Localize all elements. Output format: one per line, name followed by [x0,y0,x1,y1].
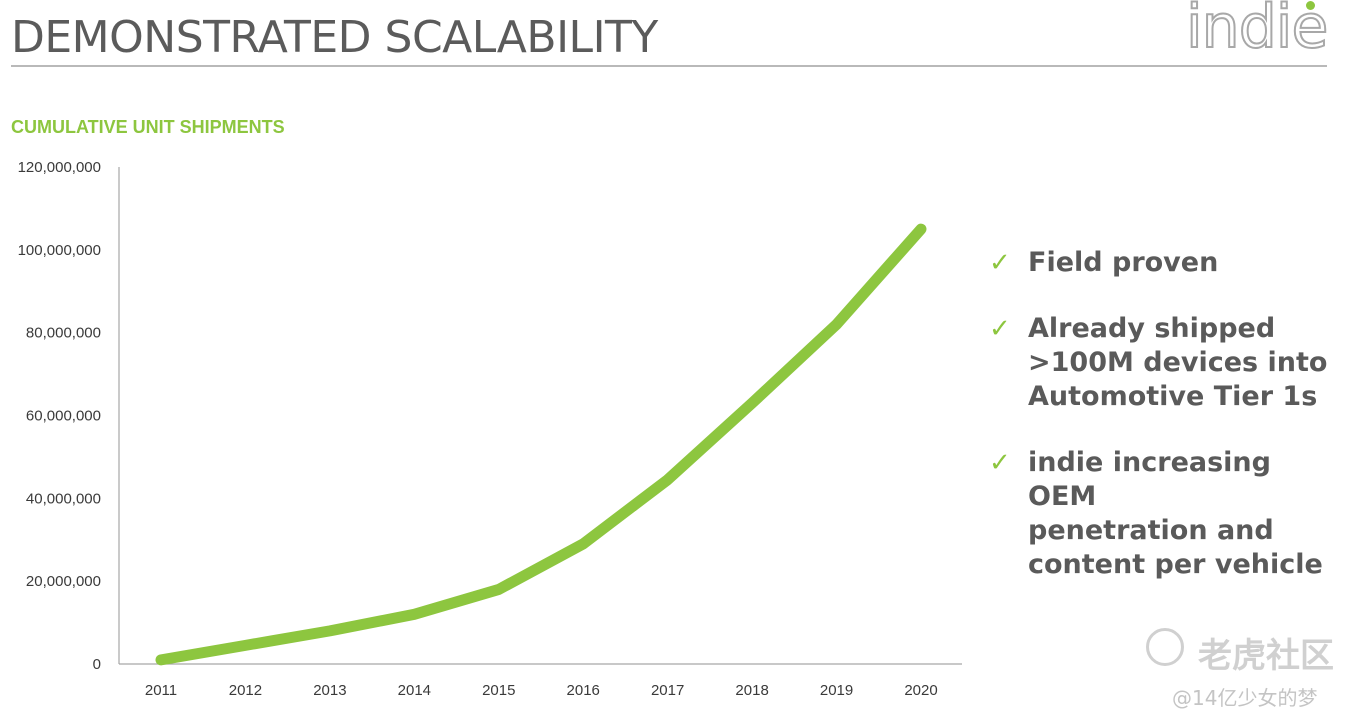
bullet-item: ✓ Already shipped >100M devices into Automo… [988,312,1348,414]
page-title: DEMONSTRATED SCALABILITY [11,12,658,63]
shipments-line-chart: 0 20,000,000 40,000,000 60,000,000 80,000,00… [18,159,962,699]
check-icon: ✓ [989,247,1011,277]
y-tick-label: 0 [93,656,101,673]
bullet-line: Field proven [1028,247,1219,278]
watermark-logo-icon [1146,628,1184,666]
bullet-line: indie increasing OEM [1028,447,1271,512]
y-tick-label: 120,000,000 [18,159,101,176]
watermark: 老虎社区 @14亿少女的梦 [1146,626,1346,722]
x-tick-label: 2017 [651,682,684,699]
x-tick-label: 2016 [567,682,600,699]
series-line [155,223,927,666]
y-tick-label: 80,000,000 [26,325,101,342]
bullet-line: >100M devices into [1028,347,1328,378]
bullet-text: Already shipped >100M devices into Automot… [1028,312,1348,414]
check-icon: ✓ [989,313,1011,343]
x-tick-label: 2019 [820,682,853,699]
bullet-line: content per vehicle [1028,549,1323,580]
x-tick-label: 2013 [313,682,346,699]
y-axis: 0 20,000,000 40,000,000 60,000,000 80,000,00… [18,159,120,673]
bullet-text: Field proven [1028,246,1348,280]
series-layer [155,223,927,666]
title-divider [11,65,1327,67]
bullet-line: Automotive Tier 1s [1028,381,1318,412]
y-tick-label: 40,000,000 [26,490,101,507]
x-tick-label: 2012 [229,682,262,699]
x-tick-label: 2011 [145,682,177,699]
bullet-line: penetration and [1028,515,1274,546]
bullet-item: ✓ indie increasing OEM penetration and cont… [988,446,1348,582]
x-tick-label: 2018 [735,682,768,699]
watermark-name: 老虎社区 [1198,636,1334,676]
x-axis: 2011 2012 2013 2014 2015 2016 2017 2018 2019 2020 [119,663,962,699]
chart-title: CUMULATIVE UNIT SHIPMENTS [11,117,285,137]
bullet-line: Already shipped [1028,313,1276,344]
bullet-item: ✓ Field proven [988,246,1348,280]
x-tick-label: 2014 [398,682,431,699]
y-tick-label: 20,000,000 [26,573,101,590]
indie-logo: indie [1185,0,1329,62]
x-tick-label: 2015 [482,682,515,699]
check-icon: ✓ [989,447,1011,477]
y-tick-label: 60,000,000 [26,408,101,425]
y-tick-label: 100,000,000 [18,242,101,259]
x-tick-label: 2020 [904,682,937,699]
watermark-handle: @14亿少女的梦 [1172,686,1318,710]
bullet-text: indie increasing OEM penetration and conte… [1028,446,1348,582]
logo-dot [1306,1,1315,10]
bullet-list: ✓ Field proven ✓ Already shipped >100M devic… [988,246,1348,614]
